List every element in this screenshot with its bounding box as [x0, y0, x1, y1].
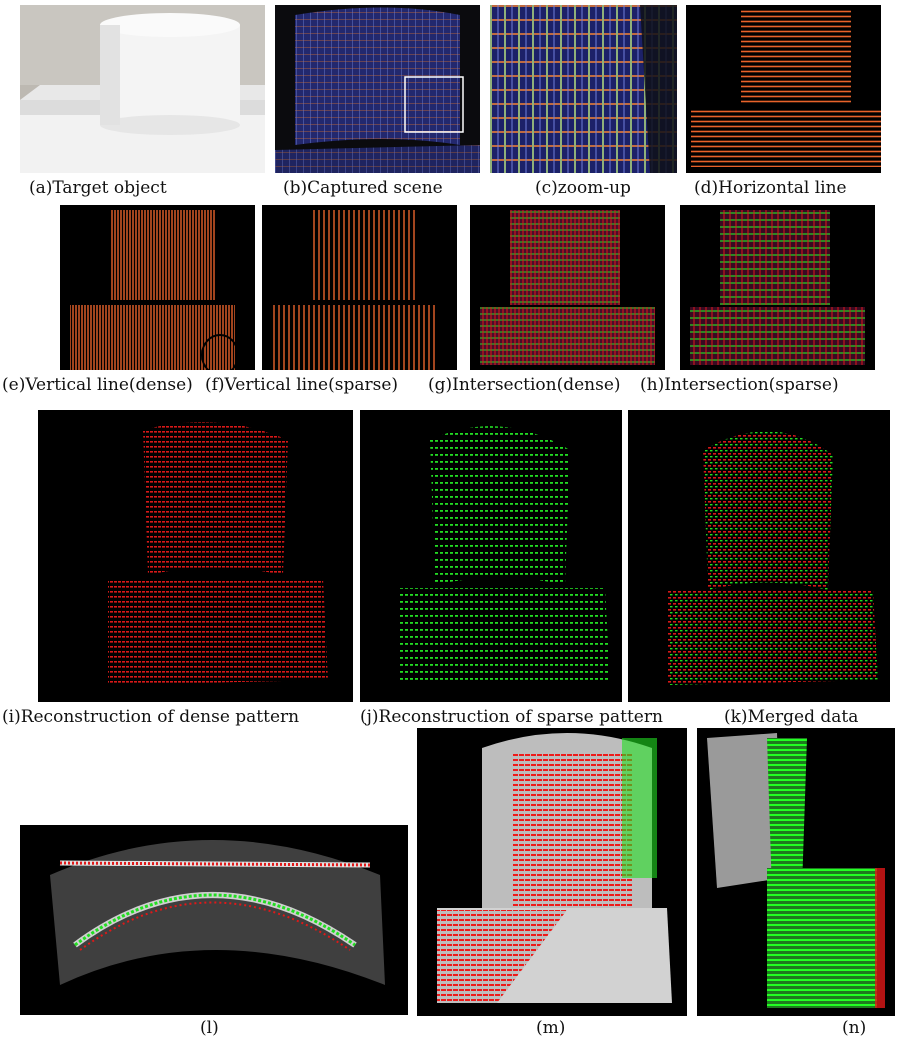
- image-top-view: [20, 825, 408, 1015]
- caption-g: (g)Intersection(dense): [428, 375, 621, 395]
- panel-b-captured-scene: [275, 5, 480, 173]
- caption-k: (k)Merged data: [724, 707, 859, 727]
- caption-j: (j)Reconstruction of sparse pattern: [360, 707, 663, 727]
- caption-a: (a)Target object: [29, 178, 167, 198]
- caption-f: (f)Vertical line(sparse): [205, 375, 399, 395]
- panel-j-sparse-reconstruction: [360, 410, 622, 702]
- image-3d-view-side: [697, 728, 895, 1016]
- panel-g-intersection-dense: [470, 205, 665, 370]
- caption-c: (c)zoom-up: [535, 178, 631, 198]
- caption-i: (i)Reconstruction of dense pattern: [2, 707, 300, 727]
- panel-e-vertical-dense: [60, 205, 255, 370]
- panel-c-zoom-up: [490, 5, 677, 173]
- image-dense-reconstruction: [38, 410, 353, 702]
- caption-n: (n): [842, 1018, 867, 1038]
- zoom-rectangle: [404, 76, 464, 133]
- image-merged-data: [628, 410, 890, 702]
- panel-i-dense-reconstruction: [38, 410, 353, 702]
- panel-f-vertical-sparse: [262, 205, 457, 370]
- panel-h-intersection-sparse: [680, 205, 875, 370]
- panel-n-side-view: [697, 728, 895, 1016]
- image-vertical-line-dense: [60, 205, 255, 370]
- image-intersection-sparse: [680, 205, 875, 370]
- caption-m: (m): [536, 1018, 566, 1038]
- image-intersection-dense: [470, 205, 665, 370]
- image-zoom-up: [490, 5, 677, 173]
- image-sparse-reconstruction: [360, 410, 622, 702]
- panel-l-top-view: [20, 825, 408, 1015]
- caption-b: (b)Captured scene: [283, 178, 443, 198]
- image-3d-view-front: [417, 728, 687, 1016]
- panel-d-horizontal-line: [686, 5, 881, 173]
- panel-k-merged-data: [628, 410, 890, 702]
- caption-e: (e)Vertical line(dense): [2, 375, 193, 395]
- caption-d: (d)Horizontal line: [694, 178, 847, 198]
- caption-l: (l): [200, 1018, 219, 1038]
- panel-a-target-object: [20, 5, 265, 173]
- panel-m-3d-view: [417, 728, 687, 1016]
- image-captured-scene: [275, 5, 480, 173]
- image-horizontal-line: [686, 5, 881, 173]
- caption-h: (h)Intersection(sparse): [640, 375, 839, 395]
- image-vertical-line-sparse: [262, 205, 457, 370]
- photo-target-object: [20, 5, 265, 173]
